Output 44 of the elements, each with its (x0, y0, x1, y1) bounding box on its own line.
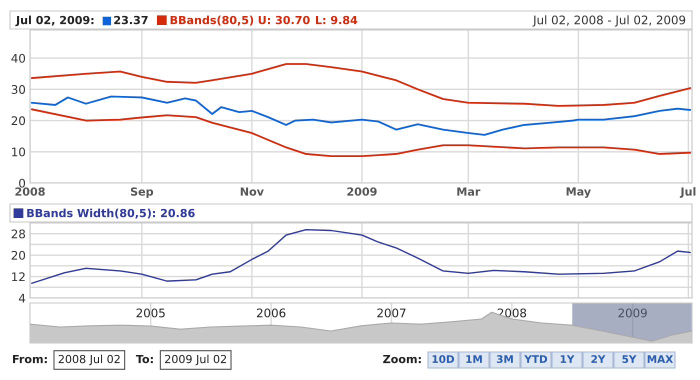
x-tick-label: 2005 (136, 308, 165, 318)
text: MAX (648, 355, 674, 363)
y-tick-label: 20 (12, 250, 26, 260)
line-series (30, 108, 692, 158)
line-series (30, 63, 692, 107)
x-tick-label: 2008 (15, 187, 45, 196)
x-tick-label: Nov (240, 188, 264, 196)
y-tick-label: 30 (12, 85, 26, 94)
text: From: (13, 354, 47, 364)
x-tick-label: 2009 (618, 308, 647, 318)
text: U: 30.70 (258, 16, 310, 24)
y-tick-label: 28 (12, 229, 26, 238)
text: L: 9.84 (316, 16, 358, 24)
text: 1M (466, 355, 482, 363)
text: 5Y (622, 355, 636, 364)
text: 2Y (591, 355, 606, 363)
y-tick-label: 0 (19, 178, 26, 188)
line-series (31, 229, 691, 284)
x-tick-label: Mar (457, 188, 480, 196)
y-tick-label: 10 (12, 148, 26, 156)
x-tick-label: 2009 (347, 187, 377, 196)
line-series (30, 96, 692, 136)
y-tick-label: 40 (11, 54, 26, 63)
legend-label: BBands(80,5) (170, 16, 254, 26)
text: 3M (496, 355, 513, 364)
text: 2009 Jul 02 (165, 354, 226, 366)
y-tick-label: 20 (12, 116, 26, 126)
text: 1Y (560, 355, 574, 363)
x-tick-label: Sep (130, 187, 154, 198)
x-tick-label: May (566, 187, 591, 198)
text: 23.37 (114, 16, 148, 24)
x-tick-label: 2007 (377, 308, 406, 318)
x-tick-label: 2006 (256, 308, 286, 318)
x-tick-label: Jul (680, 187, 696, 198)
y-tick-label: 12 (12, 272, 25, 282)
chart-subtitle: Jul 02, 2008 - Jul 02, 2009 (532, 15, 686, 27)
text: 2008 Jul 02 (58, 354, 120, 366)
text: 10D (432, 355, 454, 364)
legend-label: BBands Width(80,5): 20.86 (27, 208, 195, 219)
text: YTD (524, 355, 548, 363)
y-tick-label: 4 (18, 294, 26, 302)
chart-title: Jul 02, 2009: (15, 16, 94, 26)
text: Zoom: (383, 354, 421, 364)
text: To: (136, 354, 153, 364)
